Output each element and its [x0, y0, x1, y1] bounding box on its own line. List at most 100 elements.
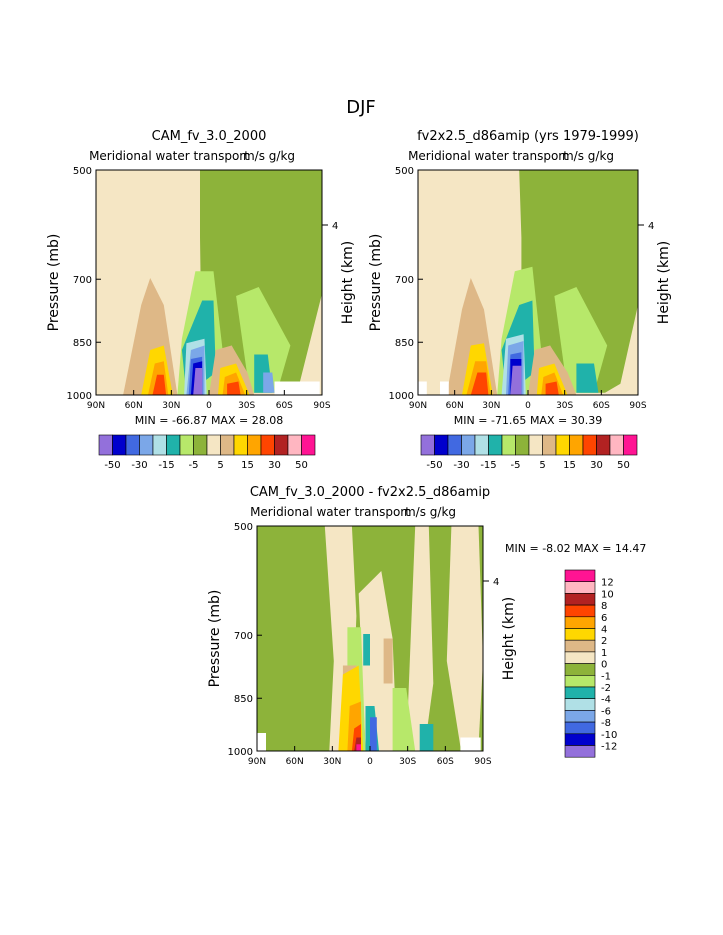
- colorbar-box: [166, 434, 181, 456]
- colorbar-box: [564, 698, 596, 711]
- colorbar-box: [623, 434, 638, 456]
- panel-title: CAM_fv_3.0_2000 - fv2x2.5_d86amip: [250, 485, 490, 500]
- contour-region: [440, 381, 449, 395]
- y-tick-label: 850: [73, 338, 92, 349]
- y-tick-label: 1000: [67, 391, 92, 402]
- contour-region: [418, 381, 427, 395]
- x-tick-label: 60N: [125, 401, 143, 411]
- contour-region: [510, 365, 522, 395]
- colorbar-box: [193, 434, 208, 456]
- colorbar-box: [434, 434, 449, 456]
- colorbar-box: [206, 434, 221, 456]
- x-tick-label: 90S: [474, 757, 491, 767]
- height-tick-label: 4: [332, 221, 338, 232]
- x-tick-label: 60N: [286, 757, 304, 767]
- y-tick-label: 850: [234, 694, 253, 705]
- colorbar-box: [564, 639, 596, 653]
- colorbar-box: [564, 745, 596, 758]
- colorbar-box: [301, 434, 316, 456]
- panel-3: MIN = -8.02 MAX = 14.47: [256, 525, 646, 758]
- panel-units: m/s g/kg: [404, 505, 456, 519]
- contour-region: [383, 638, 393, 684]
- colorbar-box: [220, 434, 235, 456]
- colorbar-label: 50: [295, 460, 308, 471]
- colorbar-box: [112, 434, 127, 456]
- x-tick-label: 90S: [629, 401, 646, 411]
- x-tick-label: 90N: [248, 757, 266, 767]
- colorbar-box: [501, 434, 516, 456]
- colorbar-label: 50: [617, 460, 630, 471]
- stats-line: MIN = -71.65 MAX = 30.39: [454, 414, 602, 427]
- colorbar-box: [179, 434, 194, 456]
- y-tick-label: 700: [234, 631, 253, 642]
- x-tick-label: 90S: [313, 401, 330, 411]
- colorbar-box: [564, 674, 596, 688]
- contour-region: [545, 381, 559, 395]
- y-axis-label: Pressure (mb): [368, 234, 384, 332]
- colorbar-box: [488, 434, 503, 456]
- colorbar-label: 30: [590, 460, 603, 471]
- stats-line: MIN = -8.02 MAX = 14.47: [505, 542, 646, 555]
- colorbar-box: [515, 434, 530, 456]
- colorbar-box: [139, 434, 154, 456]
- colorbar-box: [233, 434, 248, 456]
- colorbar-box: [125, 434, 140, 456]
- colorbar-box: [555, 434, 570, 456]
- colorbar-box: [461, 434, 476, 456]
- contour-region: [274, 381, 320, 395]
- contour-region: [392, 688, 416, 751]
- colorbar-label: -6: [601, 706, 611, 717]
- colorbar-box: [98, 434, 113, 456]
- contour-region: [263, 372, 275, 393]
- contour-region: [257, 733, 266, 751]
- colorbar-box: [287, 434, 302, 456]
- stats-max: 28.08: [252, 414, 284, 427]
- contour-region: [200, 170, 322, 393]
- colorbar-label: 1: [601, 648, 607, 659]
- colorbar-label: -2: [601, 683, 611, 694]
- colorbar-label: 5: [539, 460, 545, 471]
- contour-region: [370, 717, 377, 751]
- colorbar-label: -5: [511, 460, 521, 471]
- colorbar-box: [564, 686, 596, 699]
- height-tick-label: 4: [493, 577, 499, 588]
- colorbar-label: 2: [601, 636, 607, 647]
- colorbar-label: 10: [601, 589, 614, 600]
- colorbar-box: [260, 434, 275, 456]
- stats-max-label: MAX =: [530, 414, 571, 427]
- colorbar-box: [569, 434, 584, 456]
- colorbar-label: 6: [601, 613, 607, 624]
- y-tick-label: 500: [395, 166, 414, 177]
- y-tick-label: 700: [73, 275, 92, 286]
- colorbar-label: 8: [601, 601, 607, 612]
- x-tick-label: 30S: [556, 401, 573, 411]
- colorbar-box: [564, 663, 596, 676]
- colorbar-label: 4: [601, 625, 607, 636]
- colorbar-box: [564, 593, 596, 606]
- colorbar-label: -1: [601, 671, 611, 682]
- colorbar-label: -15: [480, 460, 496, 471]
- contour-region: [419, 724, 434, 751]
- y-tick-label: 500: [234, 522, 253, 533]
- panel-title: fv2x2.5_d86amip (yrs 1979-1999): [417, 129, 639, 144]
- y-tick-label: 500: [73, 166, 92, 177]
- colorbar-box: [564, 604, 596, 618]
- contour-region: [356, 744, 361, 751]
- contour-region: [152, 374, 167, 395]
- colorbar-box: [564, 581, 596, 594]
- colorbar-box: [528, 434, 543, 456]
- stats-min: -8.02: [542, 542, 574, 555]
- colorbar-label: -12: [601, 742, 617, 753]
- colorbar-box: [564, 721, 596, 735]
- x-tick-label: 30S: [399, 757, 416, 767]
- colorbar-box: [247, 434, 262, 456]
- x-tick-label: 30N: [323, 757, 341, 767]
- panel-2: MIN = -71.65 MAX = 30.39: [417, 169, 644, 456]
- stats-max-label: MAX =: [211, 414, 252, 427]
- colorbar-label: -8: [601, 718, 611, 729]
- stats-line: MIN = -66.87 MAX = 28.08: [135, 414, 283, 427]
- colorbar-box: [564, 651, 596, 664]
- contour-region: [470, 372, 489, 395]
- contour-region: [519, 170, 638, 393]
